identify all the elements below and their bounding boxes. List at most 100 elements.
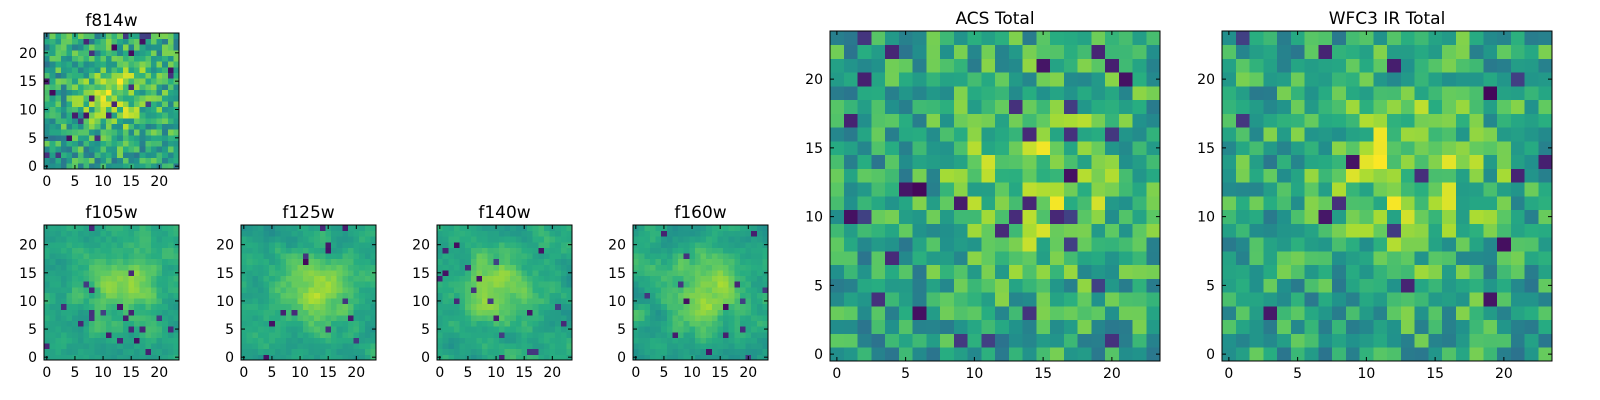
y-tick-label: 0 [28, 159, 37, 175]
heatmap-cell [156, 241, 163, 248]
heatmap-cell [981, 86, 996, 101]
heatmap-cell [263, 253, 270, 260]
heatmap-cell [286, 275, 293, 282]
heatmap-cell [72, 152, 79, 159]
heatmap-cell [117, 292, 124, 299]
heatmap-cell [117, 112, 124, 119]
heatmap-cell [437, 331, 444, 338]
heatmap-cell [274, 348, 281, 355]
heatmap-cell [1118, 127, 1133, 142]
heatmap-cell [331, 326, 338, 333]
heatmap-cell [72, 61, 79, 68]
heatmap-cell [145, 275, 152, 282]
heatmap-cell [1469, 333, 1484, 348]
heatmap-cell [940, 264, 955, 279]
heatmap-cell [139, 236, 146, 243]
heatmap-cell [145, 337, 152, 344]
heatmap-cell [843, 347, 858, 362]
heatmap-cell [1510, 237, 1525, 252]
heatmap-cell [89, 55, 96, 62]
heatmap-cell [319, 270, 326, 277]
heatmap-cell [241, 286, 248, 293]
heatmap-cell [527, 241, 534, 248]
heatmap-cell [1318, 168, 1333, 183]
axes-frame [829, 30, 1161, 362]
y-tick-label: 10 [19, 103, 37, 119]
heatmap-cell [94, 78, 101, 85]
heatmap-cell [751, 236, 758, 243]
heatmap-cell [912, 141, 927, 156]
heatmap-cell [1105, 86, 1120, 101]
heatmap-cell [465, 343, 472, 350]
heatmap-cell [1442, 182, 1457, 197]
heatmap-cell [898, 58, 913, 73]
heatmap-cell [482, 286, 489, 293]
heatmap-cell [111, 258, 118, 265]
heatmap-cell [139, 129, 146, 136]
heatmap-cell [515, 303, 522, 310]
heatmap-cell [89, 89, 96, 96]
heatmap-cell [100, 101, 107, 108]
heatmap-cell [1263, 113, 1278, 128]
heatmap-cell [885, 223, 900, 238]
heatmap-cell [1249, 196, 1264, 211]
heatmap-cell [1359, 347, 1374, 362]
heatmap-cell [1455, 154, 1470, 169]
heatmap-cell [331, 225, 338, 232]
heatmap-cell [105, 61, 112, 68]
heatmap-cell [117, 152, 124, 159]
y-tick-label: 20 [608, 238, 626, 254]
heatmap-cell [167, 286, 174, 293]
heatmap-cell [55, 303, 62, 310]
heatmap-cell [77, 101, 84, 108]
heatmap-cell [77, 331, 84, 338]
heatmap-cell [342, 303, 349, 310]
heatmap-cell [55, 241, 62, 248]
heatmap-cell [1105, 72, 1120, 87]
heatmap-cell [857, 72, 872, 87]
heatmap-cell [1483, 31, 1498, 46]
heatmap-cell [655, 348, 662, 355]
heatmap-cell [1469, 306, 1484, 321]
heatmap-cell [995, 141, 1010, 156]
heatmap-cell [1497, 319, 1512, 334]
x-tick-label: 5 [659, 365, 668, 381]
heatmap-cell [44, 55, 51, 62]
heatmap-cell [756, 320, 763, 327]
heatmap-cell [1469, 264, 1484, 279]
heatmap-cell [72, 270, 79, 277]
heatmap-cell [89, 270, 96, 277]
heatmap-cell [72, 118, 79, 125]
heatmap-cell [83, 33, 90, 40]
heatmap-cell [885, 292, 900, 307]
heatmap-cell [940, 223, 955, 238]
heatmap-cell [723, 292, 730, 299]
heatmap-cell [173, 72, 180, 79]
heatmap-cell [66, 84, 73, 91]
heatmap-cell [1483, 113, 1498, 128]
heatmap-cell [493, 270, 500, 277]
heatmap-cell [666, 281, 673, 288]
heatmap-cell [1318, 292, 1333, 307]
heatmap-cell [672, 230, 679, 237]
heatmap-cell [711, 303, 718, 310]
heatmap-cell [60, 247, 67, 254]
heatmap-cell [527, 320, 534, 327]
heatmap-cell [683, 247, 690, 254]
heatmap-cell [666, 292, 673, 299]
heatmap-cell [967, 264, 982, 279]
heatmap-cell [117, 55, 124, 62]
heatmap-cell [150, 118, 157, 125]
heatmap-cell [885, 319, 900, 334]
heatmap-cell [470, 264, 477, 271]
heatmap-cell [728, 331, 735, 338]
heatmap-cell [1318, 154, 1333, 169]
heatmap-cell [134, 112, 141, 119]
heatmap-cell [1235, 141, 1250, 156]
heatmap-cell [1146, 99, 1161, 114]
heatmap-cell [145, 230, 152, 237]
heatmap-cell [162, 72, 169, 79]
heatmap-cell [331, 230, 338, 237]
heatmap-cell [560, 270, 567, 277]
heatmap-cell [549, 230, 556, 237]
